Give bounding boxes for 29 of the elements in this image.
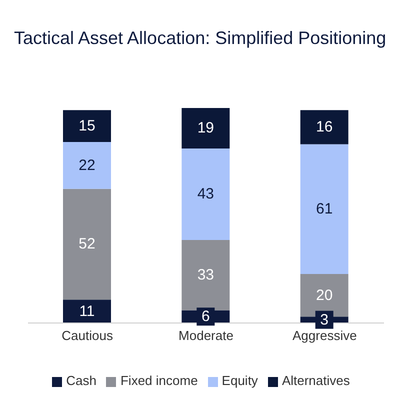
- bar: [63, 142, 111, 189]
- legend-label: Equity: [222, 373, 258, 388]
- data-label: 3: [320, 311, 329, 328]
- x-tick-label: Aggressive: [292, 328, 357, 344]
- data-label: 22: [78, 156, 96, 174]
- data-label: 15: [78, 118, 96, 135]
- data-label: 6: [201, 308, 210, 326]
- data-label: 52: [78, 236, 96, 253]
- x-tick-label: Cautious: [62, 328, 114, 344]
- bar: [63, 188, 111, 300]
- legend-label: Alternatives: [282, 373, 350, 388]
- bar: [300, 110, 348, 144]
- bar: [63, 110, 111, 142]
- legend-label: Cash: [66, 373, 96, 388]
- bar: [300, 144, 348, 274]
- legend-label: Fixed income: [120, 373, 198, 388]
- bar: [182, 148, 230, 240]
- data-label: 20: [316, 286, 333, 304]
- x-tick-label: Moderate: [178, 328, 234, 344]
- bar: [182, 240, 230, 310]
- bar: [63, 300, 111, 323]
- data-label: 33: [197, 266, 214, 284]
- data-label: 16: [316, 118, 333, 136]
- bar: [182, 108, 230, 148]
- data-label: 43: [197, 186, 214, 203]
- chart-title: Tactical Asset Allocation: Simplified Positioning: [13, 27, 388, 50]
- data-label: 11: [79, 302, 95, 320]
- data-label: 61: [316, 200, 333, 218]
- data-label: 19: [197, 120, 214, 137]
